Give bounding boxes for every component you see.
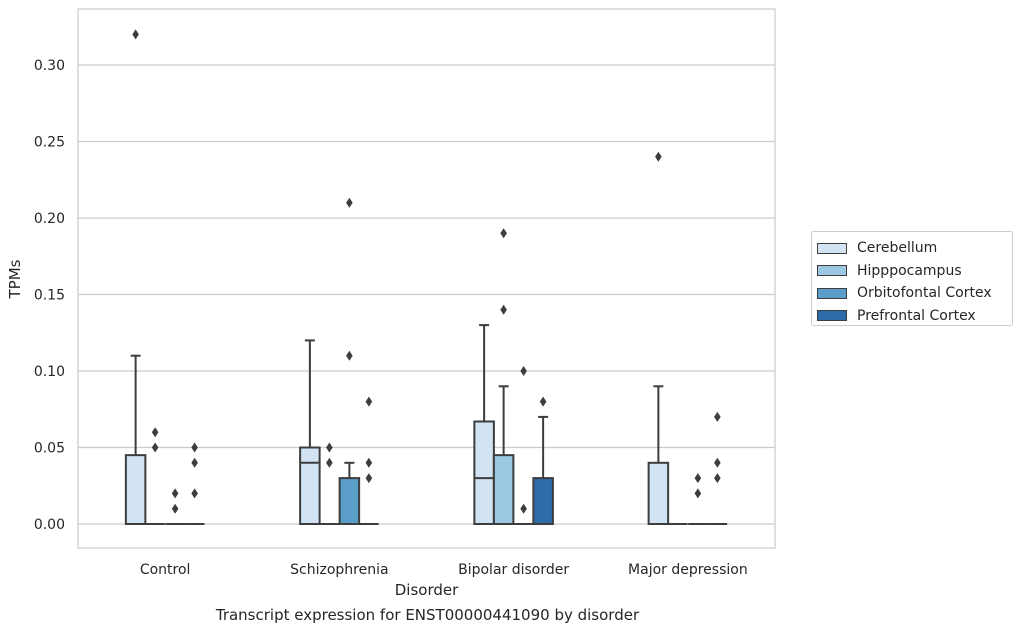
- x-tick-labels: Control Schizophrenia Bipolar disorder Majo…: [140, 562, 748, 578]
- boxes: [124, 29, 728, 526]
- legend-swatch: [817, 242, 847, 254]
- box-body: [338, 477, 361, 526]
- box-3-0: [647, 151, 670, 525]
- legend-label: Cerebellum: [857, 240, 938, 257]
- box-2-0: [473, 324, 495, 525]
- legend-swatch: [817, 265, 847, 277]
- box-0-2: [165, 488, 185, 525]
- outlier-point: [714, 457, 721, 468]
- y-tick-label: 0.20: [34, 211, 65, 227]
- box-body: [647, 461, 670, 525]
- x-tick-label: Schizophrenia: [290, 562, 388, 578]
- legend-item: Prefrontal Cortex: [817, 305, 1012, 328]
- box-body: [492, 454, 515, 525]
- box-body: [532, 477, 554, 526]
- box-body: [473, 420, 495, 525]
- outlier-point: [655, 151, 662, 162]
- outlier-point: [694, 473, 702, 484]
- outlier-point: [500, 304, 507, 315]
- box-body: [124, 454, 147, 525]
- gridlines: [78, 64, 775, 525]
- box-0-3: [184, 442, 205, 525]
- y-tick-labels: 0.00 0.05 0.10 0.15 0.20 0.25 0.30: [34, 58, 65, 533]
- legend-label: Orbitofontal Cortex: [857, 285, 992, 302]
- box-2-2: [513, 366, 534, 525]
- outlier-point: [171, 503, 179, 514]
- outlier-point: [500, 228, 507, 239]
- box-body: [299, 446, 321, 525]
- legend-item: Cerebellum: [817, 237, 1012, 260]
- x-tick-label: Control: [140, 562, 191, 578]
- y-tick-label: 0.00: [34, 517, 65, 533]
- outlier-point: [346, 197, 353, 208]
- x-tick-label: Major depression: [628, 562, 748, 578]
- outlier-point: [151, 427, 159, 438]
- legend-label: Hipppocampus: [857, 262, 962, 279]
- box-3-3: [707, 411, 728, 525]
- x-tick-label: Bipolar disorder: [458, 562, 569, 578]
- box-3-2: [688, 473, 708, 525]
- outlier-point: [539, 396, 547, 407]
- outlier-point: [191, 488, 198, 499]
- outlier-point: [132, 29, 139, 40]
- outlier-point: [326, 442, 333, 453]
- outlier-point: [714, 411, 721, 422]
- box-1-2: [338, 197, 361, 526]
- outlier-point: [365, 396, 373, 407]
- y-axis-label: TPMs: [6, 259, 24, 299]
- box-0-1: [145, 427, 165, 525]
- box-0-0: [124, 29, 147, 525]
- legend-swatch: [817, 310, 847, 322]
- y-tick-label: 0.05: [34, 441, 65, 457]
- box-1-1: [319, 442, 340, 525]
- y-tick-label: 0.15: [34, 288, 65, 304]
- outlier-point: [520, 503, 527, 514]
- legend-item: Orbitofontal Cortex: [817, 282, 1012, 305]
- box-2-3: [532, 396, 554, 526]
- outlier-point: [365, 457, 373, 468]
- outlier-point: [365, 473, 373, 484]
- outlier-point: [694, 488, 702, 499]
- outlier-point: [520, 366, 527, 376]
- x-axis-label: Disorder: [395, 581, 459, 599]
- box-1-3: [359, 396, 379, 525]
- plot-frame: [77, 8, 776, 549]
- outlier-point: [171, 488, 179, 499]
- outlier-point: [151, 442, 159, 453]
- legend-item: Hipppocampus: [817, 260, 1012, 283]
- y-tick-label: 0.25: [34, 135, 65, 151]
- y-tick-label: 0.30: [34, 58, 65, 74]
- legend-label: Prefrontal Cortex: [857, 307, 976, 324]
- legend: Cerebellum Hipppocampus Orbitofontal Corte…: [811, 231, 1013, 326]
- outlier-point: [191, 442, 198, 453]
- outlier-point: [191, 457, 198, 468]
- box-1-0: [299, 339, 321, 525]
- outlier-point: [714, 473, 721, 484]
- outlier-point: [346, 350, 353, 361]
- box-2-1: [492, 228, 515, 525]
- chart-caption: Transcript expression for ENST0000044109…: [215, 606, 640, 624]
- legend-swatch: [817, 287, 847, 299]
- outlier-point: [326, 457, 333, 468]
- y-tick-label: 0.10: [34, 364, 65, 380]
